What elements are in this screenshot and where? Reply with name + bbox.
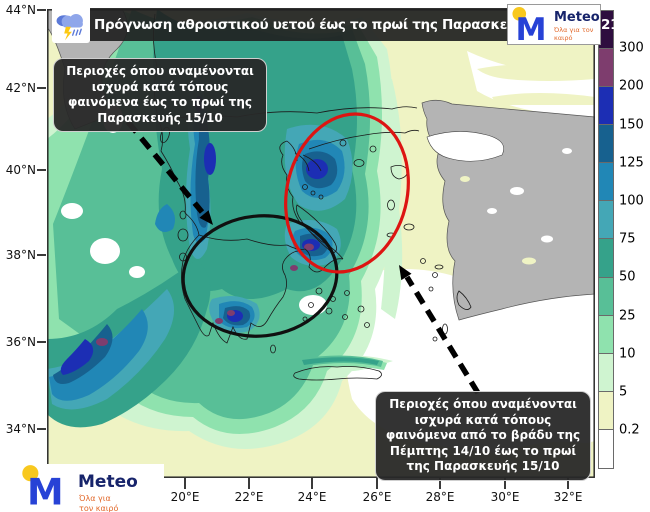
lon-tick — [567, 478, 569, 489]
colorbar-label-0-2: 0.2 — [619, 422, 640, 438]
colorbar-segment — [599, 163, 613, 202]
meteo-m-icon: M — [22, 465, 64, 510]
lat-label-42n: 42°N — [5, 81, 36, 95]
meteo-logo-top-right[interactable]: M Meteo Όλα για τον καιρό — [507, 4, 601, 45]
colorbar-segment — [599, 391, 613, 430]
lon-label-26e: 26°E — [362, 490, 392, 504]
colorbar-segment — [599, 11, 613, 50]
colorbar-label-5: 5 — [619, 384, 628, 400]
annotation-text: Περιοχές όπου αναμένονται ισχυρά κατά τό… — [385, 397, 581, 474]
lon-tick — [248, 478, 250, 489]
lon-tick — [311, 478, 313, 489]
lon-label-24e: 24°E — [297, 490, 327, 504]
lat-tick — [37, 428, 46, 430]
lat-tick — [37, 169, 46, 171]
black-highlight-ellipse — [181, 214, 339, 338]
lon-label-32e: 32°E — [553, 490, 583, 504]
lon-tick — [439, 478, 441, 489]
lon-label-20e: 20°E — [170, 490, 200, 504]
red-highlight-ellipse — [284, 112, 410, 274]
colorbar-segment — [599, 277, 613, 316]
lat-tick — [37, 9, 46, 11]
meteo-logo-name: Meteo — [78, 472, 138, 492]
dashed-arrow-bottom-right — [399, 265, 481, 395]
colorbar-label-50: 50 — [619, 269, 636, 285]
lat-tick — [37, 87, 46, 89]
colorbar-label-200: 200 — [619, 78, 644, 94]
colorbar-segment — [599, 315, 613, 354]
colorbar-segment — [599, 87, 613, 126]
annotation-text: Περιοχές όπου αναμένονται ισχυρά κατά τό… — [66, 64, 254, 125]
colorbar-label-100: 100 — [619, 193, 644, 209]
lon-tick — [504, 478, 506, 489]
lon-label-28e: 28°E — [425, 490, 455, 504]
lon-tick — [184, 478, 186, 489]
meteo-logo-tagline: Όλα για τον καιρό — [79, 494, 119, 512]
meteo-logo-name: Meteo — [554, 10, 600, 25]
colorbar-label-10: 10 — [619, 346, 636, 362]
lat-label-34n: 34°N — [5, 422, 36, 436]
meteo-logo-bottom-left[interactable]: M Meteo Όλα για τον καιρό — [14, 464, 164, 512]
annotation-box-bottom-right: Περιοχές όπου αναμένονται ισχυρά κατά τό… — [375, 391, 591, 481]
colorbar-segment — [599, 201, 613, 240]
lon-label-22e: 22°E — [234, 490, 264, 504]
lat-tick — [37, 254, 46, 256]
storm-cloud-icon — [56, 13, 83, 40]
lon-tick — [376, 478, 378, 489]
turkey-nodata-region — [421, 99, 595, 321]
svg-text:M: M — [515, 12, 546, 45]
colorbar-label-125: 125 — [619, 155, 644, 171]
svg-text:M: M — [27, 470, 64, 510]
colorbar-segment — [599, 239, 613, 278]
precipitation-colorbar — [598, 10, 614, 469]
lat-label-36n: 36°N — [5, 335, 36, 349]
title-bar: Πρόγνωση αθροιστικού υετού έως το πρωί τ… — [90, 8, 620, 41]
storm-icon-box — [52, 6, 90, 43]
meteo-m-icon: M — [512, 6, 546, 45]
colorbar-segment — [599, 49, 613, 88]
lat-label-40n: 40°N — [5, 163, 36, 177]
colorbar-label-150: 150 — [619, 117, 644, 133]
lat-label-44n: 44°N — [5, 3, 36, 17]
page-title: Πρόγνωση αθροιστικού υετού έως το πρωί τ… — [94, 16, 620, 33]
colorbar-segment — [599, 353, 613, 392]
lon-label-30e: 30°E — [490, 490, 520, 504]
meteo-logo-tagline: Όλα για τον καιρό — [554, 26, 594, 42]
islands — [160, 126, 472, 354]
colorbar-label-25: 25 — [619, 308, 636, 324]
lat-label-38n: 38°N — [5, 248, 36, 262]
colorbar-segment — [599, 125, 613, 164]
dashed-arrow-top-left — [125, 120, 213, 225]
colorbar-label-300: 300 — [619, 40, 644, 56]
lat-tick — [37, 341, 46, 343]
colorbar-label-75: 75 — [619, 231, 636, 247]
extreme-rain-spots — [96, 243, 314, 346]
annotation-box-top-left: Περιοχές όπου αναμένονται ισχυρά κατά τό… — [53, 58, 267, 133]
colorbar-segment — [599, 429, 613, 468]
